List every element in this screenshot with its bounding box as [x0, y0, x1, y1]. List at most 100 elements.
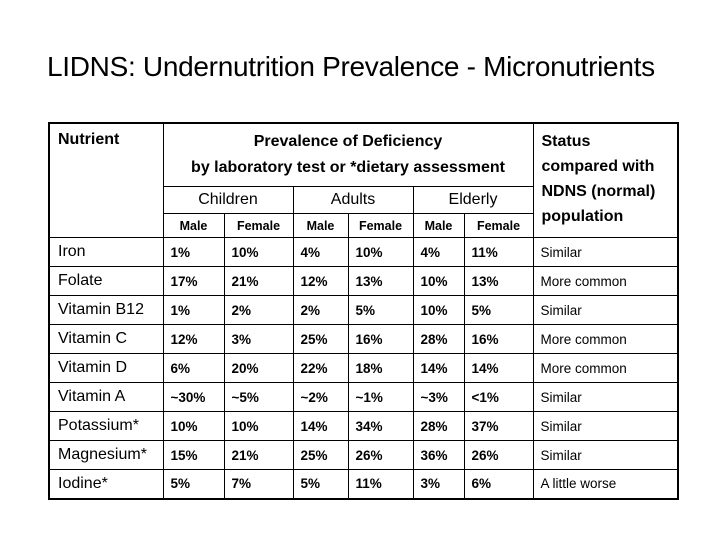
value-cell: 11%: [463, 237, 534, 267]
value-cell: 22%: [292, 353, 349, 383]
value-cell: 20%: [223, 353, 294, 383]
value-cell: 11%: [347, 469, 414, 499]
value-cell: 15%: [162, 440, 225, 470]
value-cell: 4%: [292, 237, 349, 267]
sex-header: Female: [463, 213, 534, 238]
nutrient-cell: Folate: [48, 266, 164, 296]
value-cell: 4%: [412, 237, 465, 267]
nutrient-cell: Iron: [48, 237, 164, 267]
value-cell: 13%: [347, 266, 414, 296]
value-cell: 14%: [463, 353, 534, 383]
status-cell: Similar: [532, 295, 679, 325]
value-cell: 16%: [463, 324, 534, 354]
value-cell: 3%: [412, 469, 465, 499]
value-cell: 26%: [463, 440, 534, 470]
status-cell: Similar: [532, 440, 679, 470]
nutrient-cell: Vitamin D: [48, 353, 164, 383]
value-cell: 14%: [412, 353, 465, 383]
value-cell: 2%: [292, 295, 349, 325]
nutrient-cell: Potassium*: [48, 411, 164, 441]
page-title: LIDNS: Undernutrition Prevalence - Micro…: [47, 51, 655, 82]
status-cell: More common: [532, 324, 679, 354]
value-cell: 10%: [412, 266, 465, 296]
value-cell: 28%: [412, 324, 465, 354]
status-cell: Similar: [532, 237, 679, 267]
value-cell: 6%: [162, 353, 225, 383]
value-cell: 12%: [162, 324, 225, 354]
value-cell: 1%: [162, 237, 225, 267]
value-cell: 10%: [162, 411, 225, 441]
value-cell: 5%: [162, 469, 225, 499]
value-cell: 18%: [347, 353, 414, 383]
value-cell: 6%: [463, 469, 534, 499]
value-cell: 5%: [292, 469, 349, 499]
value-cell: 16%: [347, 324, 414, 354]
table-row: Iron 1% 10% 4% 10% 4% 11% Similar: [48, 237, 679, 267]
status-cell: Similar: [532, 382, 679, 412]
value-cell: ~2%: [292, 382, 349, 412]
sex-header: Male: [412, 213, 465, 238]
sex-header: Female: [223, 213, 294, 238]
nutrient-cell: Magnesium*: [48, 440, 164, 470]
table-row: Folate 17% 21% 12% 13% 10% 13% More common: [48, 266, 679, 296]
value-cell: 21%: [223, 440, 294, 470]
value-cell: 36%: [412, 440, 465, 470]
value-cell: 14%: [292, 411, 349, 441]
sex-header: Male: [162, 213, 225, 238]
status-cell: More common: [532, 266, 679, 296]
status-column-header: Status compared with NDNS (normal) popul…: [532, 122, 679, 238]
value-cell: 2%: [223, 295, 294, 325]
value-cell: 10%: [347, 237, 414, 267]
table-row: Iodine* 5% 7% 5% 11% 3% 6% A little worse: [48, 469, 679, 499]
group-header-children: Children: [162, 186, 294, 214]
nutrient-cell: Vitamin B12: [48, 295, 164, 325]
value-cell: <1%: [463, 382, 534, 412]
value-cell: ~3%: [412, 382, 465, 412]
value-cell: 3%: [223, 324, 294, 354]
value-cell: 13%: [463, 266, 534, 296]
value-cell: 5%: [463, 295, 534, 325]
value-cell: 7%: [223, 469, 294, 499]
value-cell: 21%: [223, 266, 294, 296]
table-row: Vitamin D 6% 20% 22% 18% 14% 14% More common: [48, 353, 679, 383]
sex-header: Male: [292, 213, 349, 238]
prevalence-column-header: Prevalence of Deficiency by laboratory t…: [162, 122, 534, 187]
status-cell: A little worse: [532, 469, 679, 499]
value-cell: 34%: [347, 411, 414, 441]
nutrient-cell: Vitamin C: [48, 324, 164, 354]
prevalence-header-line2: by laboratory test or *dietary assessmen…: [191, 159, 505, 176]
prevalence-header-line1: Prevalence of Deficiency: [253, 133, 443, 150]
value-cell: 37%: [463, 411, 534, 441]
value-cell: 26%: [347, 440, 414, 470]
value-cell: ~1%: [347, 382, 414, 412]
table-row: Vitamin B12 1% 2% 2% 5% 10% 5% Similar: [48, 295, 679, 325]
group-header-elderly: Elderly: [412, 186, 534, 214]
value-cell: 12%: [292, 266, 349, 296]
nutrient-cell: Iodine*: [48, 469, 164, 499]
value-cell: 10%: [412, 295, 465, 325]
value-cell: 1%: [162, 295, 225, 325]
value-cell: 25%: [292, 324, 349, 354]
nutrient-cell: Vitamin A: [48, 382, 164, 412]
table-row: Potassium* 10% 10% 14% 34% 28% 37% Similar: [48, 411, 679, 441]
table-header: Nutrient Prevalence of Deficiency by lab…: [48, 122, 679, 238]
value-cell: 25%: [292, 440, 349, 470]
nutrient-column-header: Nutrient: [48, 122, 164, 238]
table-row: Magnesium* 15% 21% 25% 26% 36% 26% Similar: [48, 440, 679, 470]
table-row: Vitamin A ~30% ~5% ~2% ~1% ~3% <1% Similar: [48, 382, 679, 412]
value-cell: 10%: [223, 411, 294, 441]
value-cell: 5%: [347, 295, 414, 325]
value-cell: ~30%: [162, 382, 225, 412]
value-cell: 28%: [412, 411, 465, 441]
status-cell: Similar: [532, 411, 679, 441]
header-row-sex: Male Female Male Female Male Female: [49, 213, 678, 238]
header-row-groups: Children Adults Elderly: [49, 186, 678, 214]
micronutrients-table: Nutrient Prevalence of Deficiency by lab…: [48, 122, 679, 500]
value-cell: 17%: [162, 266, 225, 296]
table-row: Vitamin C 12% 3% 25% 16% 28% 16% More common: [48, 324, 679, 354]
group-header-adults: Adults: [292, 186, 414, 214]
sex-header: Female: [347, 213, 414, 238]
header-row-main: Nutrient Prevalence of Deficiency by lab…: [48, 122, 679, 238]
value-cell: ~5%: [223, 382, 294, 412]
status-cell: More common: [532, 353, 679, 383]
